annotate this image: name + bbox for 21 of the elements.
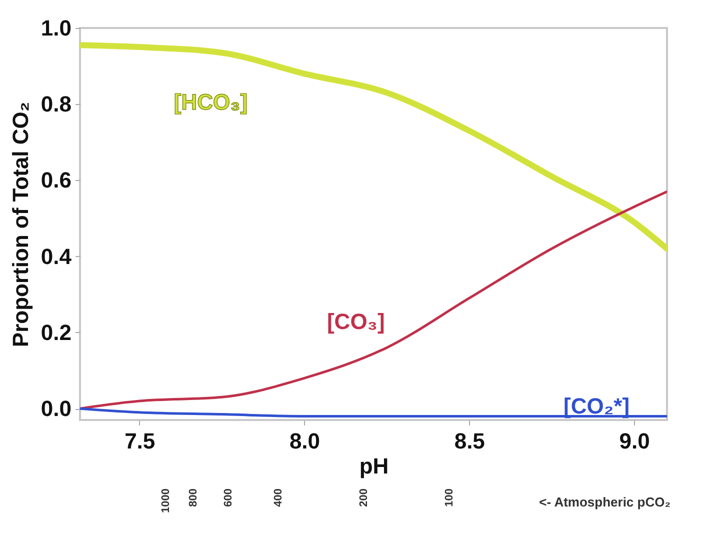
- y-tick-label: 0.4: [40, 244, 72, 269]
- x-tick-label: 8.0: [289, 428, 320, 454]
- y-tick-label: 0.6: [40, 168, 72, 193]
- x-tick-label: 8.5: [454, 428, 485, 454]
- y-tick-label: 0.8: [40, 92, 72, 117]
- x2-tick-label: 100: [443, 488, 456, 507]
- x-tick-label: 7.5: [124, 428, 156, 454]
- x2-tick-label: 600: [222, 488, 235, 507]
- x2-tick-label: 1000: [160, 488, 172, 513]
- y-tick-label: 0.0: [40, 396, 72, 422]
- series-label: [CO₃]: [326, 309, 385, 334]
- y-axis-title: Proportion of Total CO₂: [8, 102, 33, 348]
- x2-tick-label: 200: [358, 488, 370, 507]
- x2-tick-label: 400: [272, 488, 285, 507]
- x2-axis-title: <- Atmospheric pCO₂: [539, 494, 671, 510]
- y-tick-label: 1.0: [40, 16, 72, 40]
- x-axis-title: pH: [359, 454, 389, 478]
- x-tick-label: 9.0: [619, 428, 650, 454]
- y-tick-label: 0.2: [40, 320, 72, 345]
- series-label: [HCO₃]: [174, 89, 248, 114]
- x2-tick-label: 800: [187, 488, 200, 507]
